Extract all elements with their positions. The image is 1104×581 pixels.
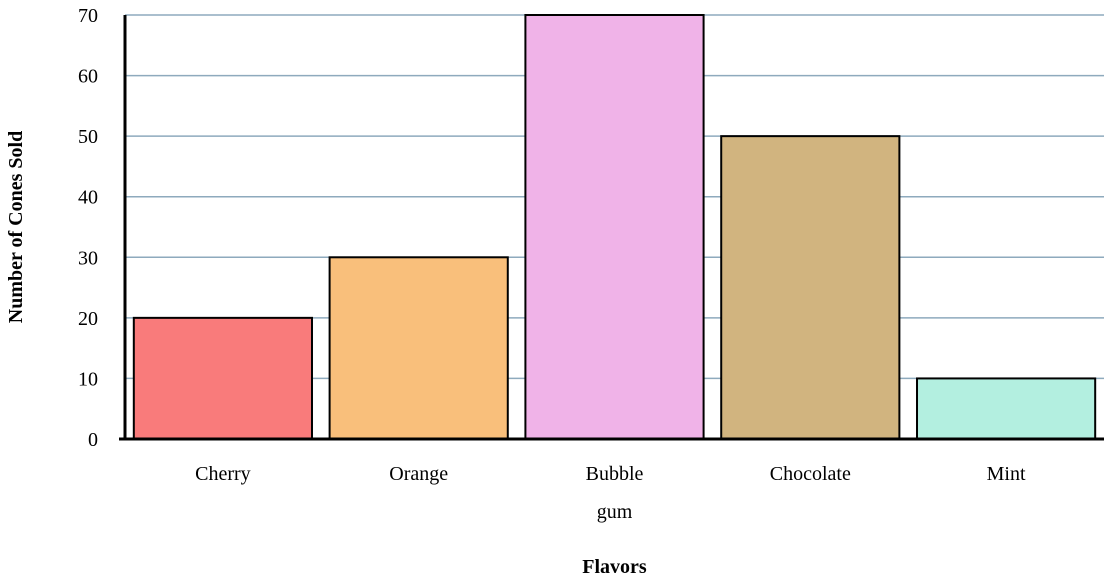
axes: [119, 15, 1104, 441]
x-tick-label: Cherry: [195, 463, 251, 485]
bar-mint: [916, 377, 1097, 440]
bars: [132, 14, 1097, 441]
y-tick-label: 20: [78, 308, 98, 330]
bar-cherry: [132, 316, 313, 441]
y-tick-labels: 0 10 20 30 40 50 60 70: [78, 5, 98, 451]
bar-orange: [328, 256, 509, 440]
x-tick-label: Chocolate: [770, 463, 851, 485]
x-axis-title: Flavors: [582, 556, 647, 578]
bar-chocolate: [720, 135, 901, 440]
x-tick-label: Mint: [987, 463, 1026, 485]
bar-bubble-gum: [524, 14, 705, 440]
y-axis-title: Number of Cones Sold: [5, 131, 27, 323]
x-category-labels: Cherry Orange Bubble gum Chocolate Mint: [195, 463, 1026, 523]
y-tick-label: 0: [88, 429, 98, 451]
y-tick-label: 70: [78, 5, 98, 27]
x-tick-label: Bubble gum: [586, 463, 644, 523]
y-tick-label: 30: [78, 247, 98, 269]
y-tick-label: 60: [78, 66, 98, 88]
x-tick-label: Orange: [389, 463, 448, 485]
y-tick-label: 10: [78, 368, 98, 390]
y-tick-label: 40: [78, 187, 98, 209]
y-tick-label: 50: [78, 126, 98, 148]
